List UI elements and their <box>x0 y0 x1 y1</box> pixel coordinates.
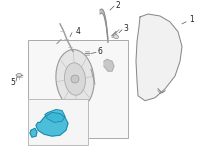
Text: 7: 7 <box>76 128 80 137</box>
Text: 4: 4 <box>76 27 80 36</box>
Polygon shape <box>103 10 104 16</box>
Ellipse shape <box>16 73 22 77</box>
Text: 5: 5 <box>11 78 15 87</box>
Polygon shape <box>106 21 107 33</box>
Polygon shape <box>45 110 65 122</box>
Text: 2: 2 <box>116 1 120 10</box>
Bar <box>28 99 88 145</box>
Ellipse shape <box>56 50 94 108</box>
Bar <box>28 40 128 138</box>
Ellipse shape <box>114 35 118 39</box>
Polygon shape <box>30 128 37 137</box>
Polygon shape <box>102 9 103 14</box>
Ellipse shape <box>64 63 86 95</box>
Circle shape <box>71 75 79 83</box>
Polygon shape <box>100 9 101 14</box>
Polygon shape <box>105 16 106 25</box>
Text: 3: 3 <box>124 24 128 33</box>
Polygon shape <box>107 29 108 43</box>
Text: 6: 6 <box>98 47 102 56</box>
Polygon shape <box>104 12 105 20</box>
Text: 1: 1 <box>190 15 194 24</box>
Polygon shape <box>36 112 68 136</box>
Polygon shape <box>136 14 182 101</box>
Polygon shape <box>101 9 102 13</box>
Polygon shape <box>104 59 114 71</box>
